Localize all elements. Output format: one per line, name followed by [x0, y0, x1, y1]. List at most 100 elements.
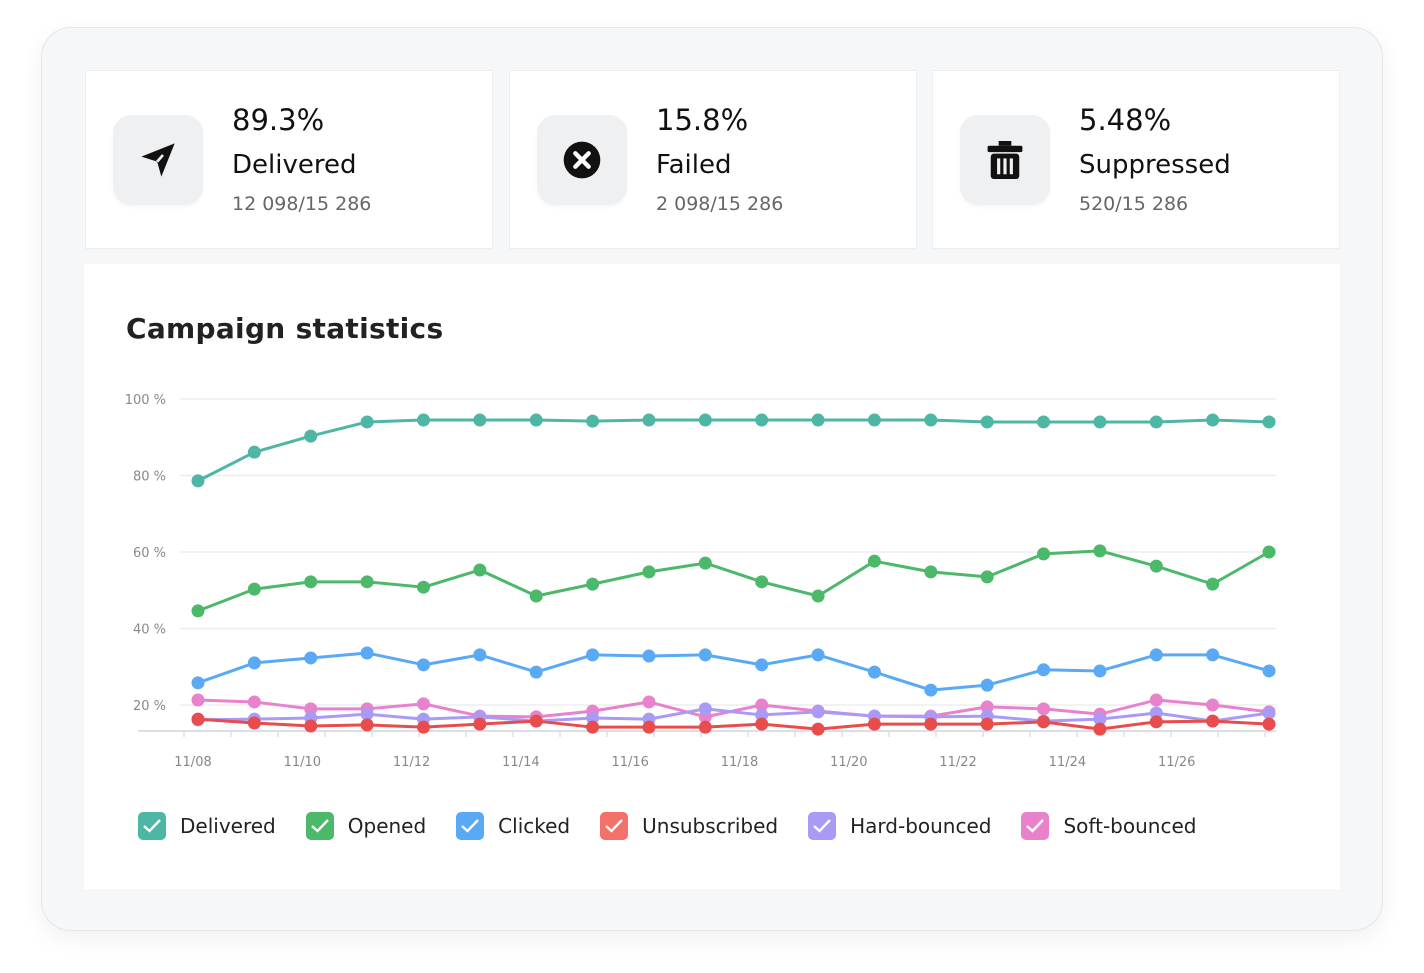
stat-percent: 89.3%	[232, 103, 325, 137]
stat-percent: 15.8%	[656, 103, 749, 137]
data-point-soft-bounced	[642, 695, 656, 709]
trash-icon	[960, 115, 1050, 205]
stat-card-suppressed: 5.48% Suppressed 520/15 286	[932, 70, 1340, 249]
data-point-clicked	[1262, 664, 1276, 678]
data-point-delivered	[1093, 415, 1107, 429]
data-point-delivered	[191, 474, 205, 488]
stat-count: 520/15 286	[1079, 193, 1189, 215]
data-point-opened	[698, 556, 712, 570]
data-point-opened	[1093, 544, 1107, 558]
x-tick-label: 11/10	[284, 755, 321, 770]
line-chart: 20 % 40 % 60 % 80 % 100 % 11/08 11/10 11/12 11/1…	[125, 393, 1276, 770]
data-point-unsubscribed	[980, 717, 994, 731]
data-point-opened	[811, 589, 825, 603]
data-point-clicked	[1149, 648, 1163, 662]
stat-count: 2 098/15 286	[656, 193, 784, 215]
data-point-opened	[867, 554, 881, 568]
data-point-delivered	[811, 413, 825, 427]
data-point-delivered	[360, 415, 374, 429]
data-point-opened	[1037, 547, 1051, 561]
data-point-delivered	[1262, 415, 1276, 429]
data-point-delivered	[304, 429, 318, 443]
data-point-unsubscribed	[698, 720, 712, 734]
data-point-soft-bounced	[191, 693, 205, 707]
data-point-opened	[1149, 559, 1163, 573]
data-point-unsubscribed	[924, 717, 938, 731]
data-point-unsubscribed	[1037, 715, 1051, 729]
stat-label: Suppressed	[1079, 150, 1231, 180]
checkbox-checked-icon[interactable]	[456, 812, 485, 840]
data-point-clicked	[1093, 664, 1107, 678]
checkbox-checked-icon[interactable]	[1021, 812, 1050, 840]
legend-item-soft-bounced[interactable]: Soft-bounced	[1021, 812, 1196, 840]
data-point-opened	[360, 575, 374, 589]
data-point-delivered	[247, 445, 261, 459]
legend-item-clicked[interactable]: Clicked	[456, 812, 570, 840]
data-point-unsubscribed	[867, 717, 881, 731]
data-point-unsubscribed	[1149, 715, 1163, 729]
data-point-clicked	[304, 651, 318, 665]
y-tick-label: 20 %	[133, 699, 166, 714]
data-point-clicked	[755, 658, 769, 672]
x-tick-label: 11/18	[721, 755, 758, 770]
stat-percent: 5.48%	[1079, 103, 1172, 137]
data-point-opened	[924, 565, 938, 579]
checkbox-checked-icon[interactable]	[138, 812, 166, 840]
data-point-unsubscribed	[360, 718, 374, 732]
data-point-clicked	[642, 649, 656, 663]
campaign-statistics-panel: Campaign statistics 20 % 40 % 60 % 80 % 100 …	[84, 264, 1340, 889]
stat-card-failed: 15.8% Failed 2 098/15 286	[509, 70, 917, 249]
stat-count: 12 098/15 286	[232, 193, 372, 215]
legend-label: Unsubscribed	[642, 814, 779, 838]
legend-label: Clicked	[498, 814, 571, 838]
data-point-delivered	[642, 413, 656, 427]
data-point-delivered	[473, 413, 487, 427]
data-point-hard-bounced	[1262, 706, 1276, 720]
data-point-delivered	[755, 413, 769, 427]
stat-label: Delivered	[232, 150, 357, 180]
legend-item-hard-bounced[interactable]: Hard-bounced	[808, 812, 991, 840]
data-point-delivered	[1206, 413, 1220, 427]
checkbox-checked-icon[interactable]	[600, 812, 629, 840]
data-point-clicked	[867, 665, 881, 679]
data-point-unsubscribed	[586, 720, 600, 734]
data-point-delivered	[416, 413, 430, 427]
chart-title: Campaign statistics	[126, 312, 444, 345]
checkbox-checked-icon[interactable]	[305, 812, 334, 840]
data-point-clicked	[698, 648, 712, 662]
series-line-delivered	[197, 418, 1270, 483]
y-tick-label: 80 %	[133, 470, 166, 485]
x-tick-label: 11/08	[174, 755, 211, 770]
legend-label: Hard-bounced	[850, 814, 992, 838]
data-point-delivered	[529, 413, 543, 427]
x-tick-label: 11/14	[502, 755, 539, 770]
legend-item-unsubscribed[interactable]: Unsubscribed	[600, 812, 778, 840]
data-point-unsubscribed	[416, 720, 430, 734]
data-point-clicked	[586, 648, 600, 662]
legend-label: Soft-bounced	[1063, 814, 1197, 838]
data-point-unsubscribed	[247, 716, 261, 730]
data-point-soft-bounced	[1037, 702, 1051, 716]
data-point-hard-bounced	[811, 705, 825, 719]
x-circle-icon	[537, 115, 627, 205]
data-point-clicked	[924, 683, 938, 697]
legend-label: Opened	[347, 814, 427, 838]
data-point-unsubscribed	[1206, 714, 1220, 728]
data-point-clicked	[360, 646, 374, 660]
data-point-delivered	[1149, 415, 1163, 429]
data-point-opened	[416, 580, 430, 594]
x-tick-label: 11/22	[939, 755, 976, 770]
data-point-clicked	[247, 656, 261, 670]
data-point-opened	[980, 570, 994, 584]
data-point-soft-bounced	[755, 698, 769, 712]
data-point-delivered	[980, 415, 994, 429]
series-line-opened	[197, 549, 1270, 613]
data-point-hard-bounced	[698, 702, 712, 716]
data-point-unsubscribed	[191, 712, 205, 726]
legend-item-opened[interactable]: Opened	[305, 812, 427, 840]
data-point-opened	[304, 575, 318, 589]
data-point-hard-bounced	[755, 708, 769, 722]
checkbox-checked-icon[interactable]	[808, 812, 837, 840]
data-point-opened	[642, 565, 656, 579]
legend-item-delivered[interactable]: Delivered	[138, 812, 276, 840]
